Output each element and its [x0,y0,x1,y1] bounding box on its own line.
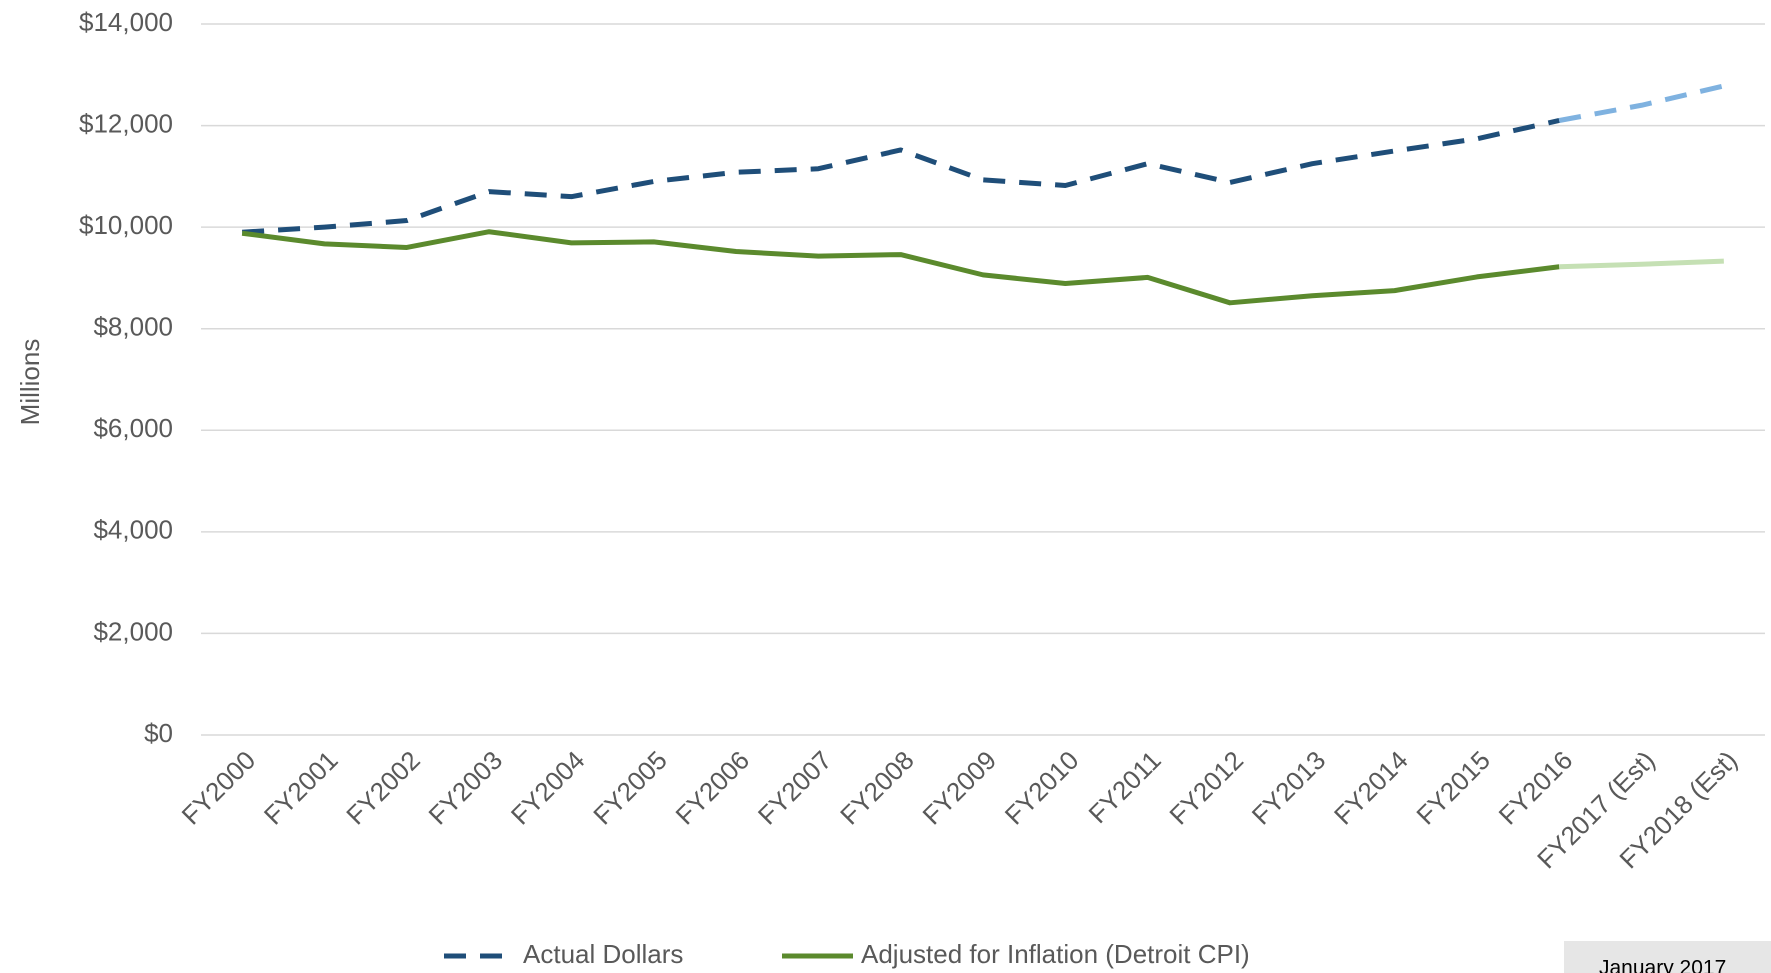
legend-label: Actual Dollars [523,939,683,969]
x-tick-label: FY2015 [1410,745,1496,831]
x-tick-label: FY2007 [752,745,838,831]
y-tick-label: $10,000 [79,210,173,240]
x-tick-label: FY2006 [670,745,756,831]
x-tick-label: FY2009 [916,745,1002,831]
y-axis-label: Millions [15,339,45,426]
x-tick-label: FY2005 [587,745,673,831]
y-tick-label: $14,000 [79,7,173,37]
footnote: January 2017 [1599,957,1726,973]
x-tick-label: FY2014 [1328,745,1414,831]
y-tick-label: $0 [144,718,173,748]
x-tick-label: FY2001 [258,745,344,831]
y-tick-label: $8,000 [93,312,173,342]
x-tick-label: FY2002 [340,745,426,831]
footnote-box [1564,941,1771,973]
x-tick-label: FY2010 [999,745,1085,831]
x-tick-label: FY2008 [834,745,920,831]
x-tick-label: FY2003 [423,745,509,831]
x-tick-label: FY2004 [505,745,591,831]
line [242,118,1560,235]
x-tick-label: FY2011 [1082,745,1166,829]
estimate-line [1559,258,1724,270]
y-tick-label: $4,000 [93,515,173,545]
x-tick-label: FY2012 [1163,745,1249,831]
estimate-line [1558,83,1725,123]
y-tick-label: $2,000 [93,616,173,646]
legend-label: Adjusted for Inflation (Detroit CPI) [861,939,1250,969]
y-tick-label: $12,000 [79,108,173,138]
x-tick-label: FY2000 [176,745,262,831]
y-tick-label: $6,000 [93,413,173,443]
x-tick-label: FY2013 [1246,745,1332,831]
line [241,229,1560,306]
